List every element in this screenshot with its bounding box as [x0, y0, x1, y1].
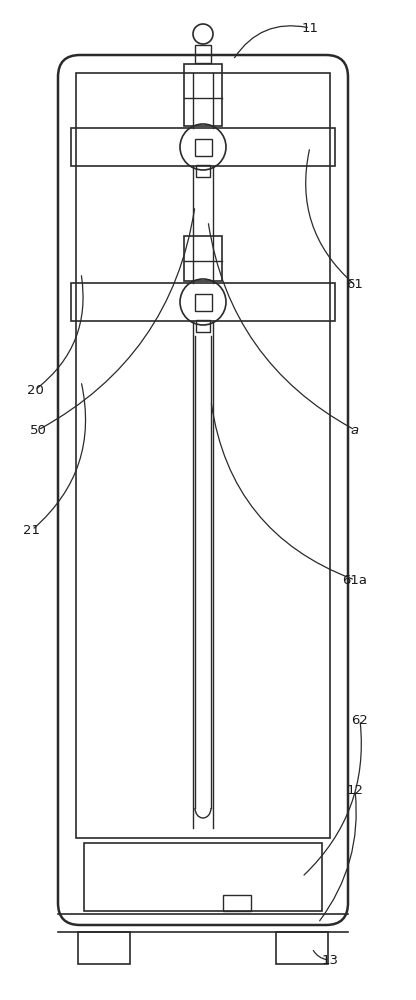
Bar — [71, 283, 335, 321]
Text: 61a: 61a — [342, 574, 367, 586]
Text: 21: 21 — [23, 524, 40, 536]
Bar — [195, 138, 211, 155]
Bar — [184, 236, 222, 281]
Text: 20: 20 — [27, 383, 43, 396]
Bar — [196, 320, 210, 332]
Bar — [195, 45, 211, 63]
Bar — [78, 932, 130, 964]
Bar — [276, 932, 328, 964]
Text: 50: 50 — [30, 424, 47, 436]
Text: 11: 11 — [302, 21, 319, 34]
Text: 62: 62 — [352, 714, 369, 726]
Text: a: a — [351, 424, 359, 436]
Text: 61: 61 — [347, 278, 364, 292]
Bar — [195, 294, 211, 310]
Text: 12: 12 — [347, 784, 364, 796]
Text: 13: 13 — [322, 954, 339, 966]
Bar — [71, 128, 335, 166]
Bar — [223, 895, 251, 911]
Bar — [76, 73, 330, 838]
Bar — [84, 843, 322, 911]
Bar — [196, 165, 210, 177]
Bar — [184, 64, 222, 126]
